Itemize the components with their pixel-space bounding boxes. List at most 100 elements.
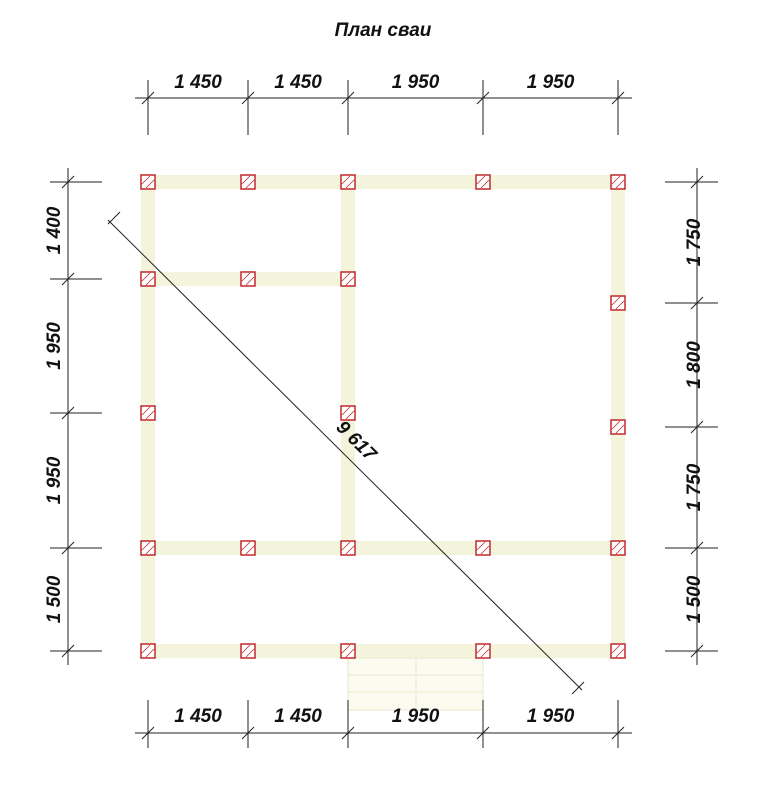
pile [475, 174, 491, 190]
dim-label: 1 450 [174, 706, 222, 727]
dim-tick [476, 726, 490, 740]
pile [340, 405, 356, 421]
pile [475, 540, 491, 556]
pile-hatch [145, 179, 155, 189]
pile-hatch [476, 541, 486, 551]
dim-label: 1 500 [684, 575, 705, 623]
dim-label: 1 400 [44, 206, 65, 254]
pile-hatch [241, 175, 251, 185]
pile-hatch [345, 648, 355, 658]
pile-hatch [141, 541, 151, 551]
pile-hatch [141, 175, 151, 185]
dim-label: 1 750 [684, 218, 705, 266]
pile-box [475, 540, 491, 556]
pile-hatch [615, 300, 625, 310]
dim-label: 1 750 [684, 463, 705, 511]
pile-box [475, 174, 491, 190]
dim-tick [571, 681, 585, 695]
piles [140, 174, 626, 659]
pile-hatch [611, 541, 621, 551]
dim-tick [690, 644, 704, 658]
dim-tick [61, 406, 75, 420]
pile-box [340, 271, 356, 287]
pile-box [340, 405, 356, 421]
pile-box [140, 271, 156, 287]
pile-hatch [480, 179, 490, 189]
pile [610, 295, 626, 311]
pile-hatch [345, 276, 355, 286]
pile [140, 174, 156, 190]
pile-box [240, 271, 256, 287]
dim-tick [611, 91, 625, 105]
pile-box [475, 643, 491, 659]
dim-label: 1 950 [392, 72, 440, 93]
dim-label: 1 450 [274, 706, 322, 727]
pile [240, 540, 256, 556]
pile-hatch [341, 175, 351, 185]
pile [610, 643, 626, 659]
pile-hatch [145, 276, 155, 286]
pile-box [610, 174, 626, 190]
pile-box [140, 405, 156, 421]
dim-label: 1 950 [527, 706, 575, 727]
dim-tick [476, 91, 490, 105]
pile-hatch [476, 175, 486, 185]
pile-hatch [145, 410, 155, 420]
pile-hatch [341, 644, 351, 654]
pile [340, 271, 356, 287]
dim-label: 1 450 [274, 72, 322, 93]
pile [340, 174, 356, 190]
pile [240, 174, 256, 190]
pile-hatch [141, 272, 151, 282]
dim-tick [690, 175, 704, 189]
dim-tick [690, 296, 704, 310]
dim-tick [61, 644, 75, 658]
porch [347, 657, 484, 711]
pile-box [340, 540, 356, 556]
title: План сваи [335, 20, 432, 41]
pile-box [340, 643, 356, 659]
pile-box [610, 419, 626, 435]
dim-tick [107, 211, 121, 225]
pile-hatch [345, 545, 355, 555]
beams [141, 175, 625, 658]
pile-box [610, 643, 626, 659]
pile-hatch [345, 410, 355, 420]
pile-hatch [341, 272, 351, 282]
pile-hatch [245, 545, 255, 555]
pile [240, 271, 256, 287]
dim-tick [141, 91, 155, 105]
pile-hatch [611, 175, 621, 185]
pile-hatch [611, 420, 621, 430]
dim-tick [61, 175, 75, 189]
dim-tick [241, 91, 255, 105]
pile-box [140, 174, 156, 190]
dim-label: 1 450 [174, 72, 222, 93]
pile-hatch [245, 276, 255, 286]
pile-hatch [345, 179, 355, 189]
dim-label: 1 950 [44, 456, 65, 504]
dim-label: 1 950 [392, 706, 440, 727]
pile-box [140, 643, 156, 659]
pile [475, 643, 491, 659]
dim-label: 1 800 [684, 341, 705, 389]
dim-tick [141, 726, 155, 740]
pile-box [240, 643, 256, 659]
pile-hatch [145, 648, 155, 658]
diagonal-line [107, 219, 583, 691]
dim-tick [690, 420, 704, 434]
dim-tick [611, 726, 625, 740]
pile-hatch [141, 406, 151, 416]
dim-tick [61, 272, 75, 286]
pile-box [140, 540, 156, 556]
pile-box [340, 174, 356, 190]
pile [240, 643, 256, 659]
dim-label: 1 500 [44, 575, 65, 623]
pile [140, 643, 156, 659]
dim-label: 1 950 [527, 72, 575, 93]
pile-hatch [480, 545, 490, 555]
pile [340, 643, 356, 659]
pile-hatch [245, 179, 255, 189]
pile-hatch [141, 644, 151, 654]
